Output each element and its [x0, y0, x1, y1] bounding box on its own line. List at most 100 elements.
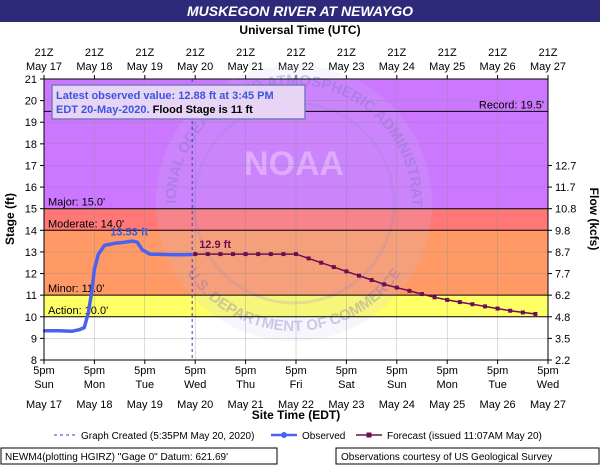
top-tick-utc: 21Z — [135, 47, 154, 59]
observed-point — [123, 240, 126, 244]
y2-axis-ticks: 2.2 3.5 4.8 6.2 7.7 8.7 9.8 10.8 11.7 12.7 — [548, 160, 576, 367]
observed-point — [163, 253, 167, 256]
forecast-point — [369, 278, 374, 283]
top-tick-date: May 20 — [177, 61, 213, 73]
top-tick-date: May 26 — [480, 61, 516, 73]
forecast-point — [457, 300, 462, 305]
y2-tick-label: 9.8 — [555, 225, 570, 237]
bottom-tick-date: May 21 — [228, 399, 264, 411]
top-tick-date: May 18 — [76, 61, 112, 73]
top-axis-ticks: 21Z May 17 21Z May 18 21Z May 19 21Z May 20 21Z M… — [26, 47, 566, 79]
footer-right-box — [335, 447, 600, 465]
y2-tick-label: 6.2 — [555, 290, 570, 302]
forecast-point — [243, 252, 248, 257]
top-tick-utc: 21Z — [387, 47, 406, 59]
y2-tick-label: 7.7 — [555, 269, 570, 281]
top-tick-utc: 21Z — [337, 47, 356, 59]
y-tick-label: 17 — [25, 160, 37, 172]
observed-peak-label: 13.53 ft — [110, 226, 148, 238]
legend-observed-marker — [281, 432, 287, 438]
y2-tick-label: 10.8 — [555, 204, 576, 216]
info-line-2-flood: Flood Stage is 11 ft — [150, 104, 254, 116]
forecast-point — [432, 295, 437, 300]
bottom-tick-date: May 26 — [480, 399, 516, 411]
bottom-tick-day: Fri — [290, 379, 303, 391]
forecast-point — [520, 310, 525, 315]
bottom-tick-date: May 23 — [328, 399, 364, 411]
forecast-point — [407, 288, 412, 293]
bottom-tick-time: 5pm — [235, 365, 256, 377]
legend-forecast-marker — [366, 432, 372, 438]
y2-tick-label: 12.7 — [555, 160, 576, 172]
observed-point — [148, 252, 152, 256]
observed-point — [97, 252, 100, 256]
forecast-point — [357, 273, 361, 278]
y-tick-label: 12 — [25, 269, 37, 281]
y-tick-label: 13 — [25, 247, 37, 259]
top-tick-utc: 21Z — [438, 47, 457, 59]
bottom-tick-time: 5pm — [336, 365, 357, 377]
top-tick-utc: 21Z — [488, 47, 507, 59]
y2-tick-label: 11.7 — [555, 182, 576, 194]
series-layer: 13.53 ft 12.9 ft — [42, 226, 538, 334]
bottom-tick-date: May 24 — [379, 399, 415, 411]
x-axis-title: Site Time (EDT) — [252, 408, 340, 422]
y-tick-label: 20 — [25, 96, 37, 108]
top-tick-date: May 23 — [328, 61, 364, 73]
legend-forecast-label: Forecast (issued 11:07AM May 20) — [387, 431, 542, 442]
top-axis-title: Universal Time (UTC) — [239, 23, 360, 37]
bottom-tick-day: Wed — [184, 379, 206, 391]
forecast-point — [218, 252, 223, 257]
info-line-2: EDT 20-May-2020. Flood Stage is 11 ft — [56, 104, 253, 116]
forecast-point — [193, 252, 198, 257]
observed-point — [113, 242, 116, 245]
y2-tick-label: 4.8 — [555, 312, 570, 324]
chart-title: MUSKEGON RIVER AT NEWAYGO — [187, 3, 413, 19]
bottom-tick-day: Mon — [436, 379, 457, 391]
bottom-tick-day: Sat — [338, 379, 355, 391]
observed-point — [103, 244, 106, 247]
top-tick-utc: 21Z — [186, 47, 205, 59]
y-axis-title: Stage (ft) — [3, 193, 17, 245]
forecast-point — [495, 306, 500, 311]
y-tick-label: 9 — [31, 333, 37, 345]
bottom-tick-time: 5pm — [487, 365, 508, 377]
bottom-tick-date: May 20 — [177, 399, 213, 411]
top-tick-utc: 21Z — [539, 47, 558, 59]
forecast-point — [470, 302, 475, 307]
forecast-point — [281, 252, 286, 257]
forecast-point — [344, 269, 349, 274]
y-tick-label: 16 — [25, 182, 37, 194]
forecast-point — [508, 308, 513, 313]
top-tick-utc: 21Z — [85, 47, 104, 59]
forecast-point — [256, 252, 261, 257]
forecast-point — [394, 285, 399, 290]
observed-point — [93, 268, 96, 271]
y2-tick-label: 2.2 — [555, 355, 570, 367]
bottom-tick-time: 5pm — [436, 365, 457, 377]
forecast-point — [294, 252, 298, 257]
threshold-label: Moderate: 14.0' — [48, 218, 124, 230]
top-tick-utc: 21Z — [236, 47, 255, 59]
watermark-noaa-text: NOAA — [244, 145, 344, 183]
observed-point — [57, 329, 61, 333]
y-tick-label: 11 — [26, 290, 37, 302]
y2-tick-label: 8.7 — [555, 247, 570, 259]
footer-datum-text: NEWM4(plotting HGIRZ) "Gage 0" Datum: 62… — [5, 452, 228, 463]
plot-area: NATIONAL OCEANIC AND ATMOSPHERIC ADMINIS… — [0, 0, 549, 361]
observed-point — [131, 239, 134, 243]
watermark-circle — [156, 65, 432, 341]
bottom-tick-time: 5pm — [537, 365, 558, 377]
observed-point — [83, 326, 86, 329]
legend-created-label: Graph Created (5:35PM May 20, 2020) — [81, 431, 254, 442]
bottom-tick-day: Tue — [488, 379, 507, 391]
y-tick-label: 10 — [25, 312, 37, 324]
record-label: Record: 19.5' — [479, 99, 544, 111]
bottom-tick-day: Thu — [236, 379, 255, 391]
legend-observed-label: Observed — [302, 431, 345, 442]
info-box-frame — [51, 84, 306, 120]
bottom-tick-date: May 18 — [76, 399, 112, 411]
forecast-point — [382, 282, 387, 287]
observed-point — [70, 330, 73, 333]
observed-point — [141, 248, 144, 251]
